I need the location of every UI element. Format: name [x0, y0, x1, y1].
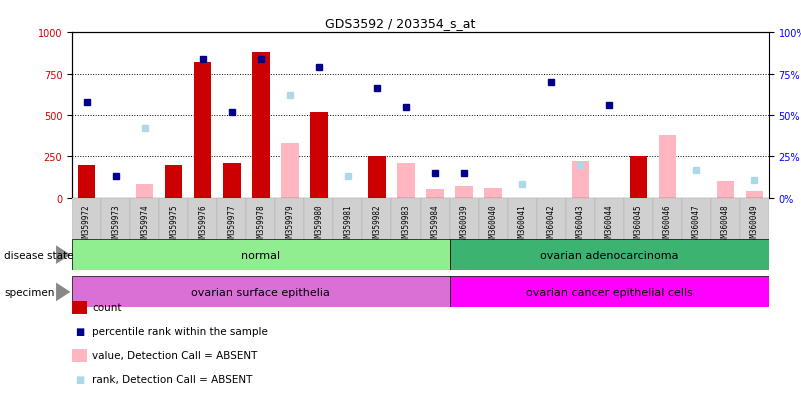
Bar — [682, 198, 711, 268]
Text: disease state: disease state — [4, 250, 74, 260]
Text: GSM359982: GSM359982 — [372, 204, 381, 245]
Bar — [566, 198, 594, 268]
Bar — [485, 188, 501, 198]
Text: GSM359983: GSM359983 — [401, 204, 410, 245]
Text: GSM359976: GSM359976 — [199, 204, 207, 245]
Bar — [740, 198, 769, 268]
Bar — [165, 165, 183, 198]
Bar — [537, 198, 566, 268]
Bar — [624, 198, 653, 268]
Bar — [449, 198, 478, 268]
Bar — [217, 198, 247, 268]
Bar — [571, 162, 589, 198]
Bar — [630, 157, 647, 198]
Text: GSM360047: GSM360047 — [692, 204, 701, 245]
Bar — [223, 164, 240, 198]
Text: GSM359980: GSM359980 — [315, 204, 324, 245]
Bar — [194, 63, 211, 198]
Text: GSM360048: GSM360048 — [721, 204, 730, 245]
Bar — [478, 198, 508, 268]
Polygon shape — [56, 283, 70, 301]
Bar — [276, 198, 304, 268]
Bar — [449, 277, 769, 308]
Text: GSM360041: GSM360041 — [517, 204, 526, 245]
Text: ovarian cancer epithelial cells: ovarian cancer epithelial cells — [525, 287, 693, 297]
Text: GSM360039: GSM360039 — [460, 204, 469, 245]
Bar — [130, 198, 159, 268]
Text: GSM359979: GSM359979 — [285, 204, 294, 245]
Text: specimen: specimen — [4, 287, 54, 297]
Text: ovarian surface epithelia: ovarian surface epithelia — [191, 287, 330, 297]
Bar — [78, 165, 95, 198]
Text: GSM359981: GSM359981 — [344, 204, 352, 245]
Text: GSM359974: GSM359974 — [140, 204, 149, 245]
Bar — [165, 190, 183, 198]
Bar — [455, 187, 473, 198]
Bar — [188, 198, 217, 268]
Bar — [746, 192, 763, 198]
Bar — [362, 198, 392, 268]
Bar — [449, 240, 769, 271]
Bar — [72, 277, 449, 308]
Text: ■: ■ — [74, 327, 84, 337]
Bar — [653, 198, 682, 268]
Bar — [421, 198, 449, 268]
Text: GSM360044: GSM360044 — [605, 204, 614, 245]
Text: normal: normal — [241, 250, 280, 260]
Polygon shape — [56, 246, 70, 264]
Text: count: count — [92, 303, 122, 313]
Bar — [368, 157, 385, 198]
Text: GSM359984: GSM359984 — [431, 204, 440, 245]
Bar — [392, 198, 421, 268]
Text: GSM360045: GSM360045 — [634, 204, 642, 245]
Bar — [247, 198, 276, 268]
Text: GSM360040: GSM360040 — [489, 204, 497, 245]
Bar — [333, 198, 362, 268]
Bar — [426, 190, 444, 198]
Bar — [72, 240, 449, 271]
Text: GSM359972: GSM359972 — [83, 204, 91, 245]
Bar — [397, 164, 415, 198]
Text: ovarian adenocarcinoma: ovarian adenocarcinoma — [540, 250, 678, 260]
Bar — [281, 144, 299, 198]
Text: GSM359975: GSM359975 — [169, 204, 178, 245]
Bar — [304, 198, 333, 268]
Text: rank, Detection Call = ABSENT: rank, Detection Call = ABSENT — [92, 375, 252, 385]
Bar — [508, 198, 537, 268]
Text: value, Detection Call = ABSENT: value, Detection Call = ABSENT — [92, 351, 257, 361]
Bar — [101, 198, 130, 268]
Text: ■: ■ — [74, 375, 84, 385]
Text: GSM359973: GSM359973 — [111, 204, 120, 245]
Bar — [159, 198, 188, 268]
Text: GSM359977: GSM359977 — [227, 204, 236, 245]
Bar — [136, 185, 153, 198]
Bar — [252, 53, 269, 198]
Bar — [710, 198, 740, 268]
Bar — [594, 198, 624, 268]
Bar — [310, 112, 328, 198]
Bar — [72, 198, 101, 268]
Text: GSM360042: GSM360042 — [547, 204, 556, 245]
Text: percentile rank within the sample: percentile rank within the sample — [92, 327, 268, 337]
Text: GDS3592 / 203354_s_at: GDS3592 / 203354_s_at — [325, 17, 476, 29]
Text: GSM360046: GSM360046 — [663, 204, 672, 245]
Bar — [717, 182, 734, 198]
Bar — [658, 135, 676, 198]
Text: GSM359978: GSM359978 — [256, 204, 265, 245]
Text: GSM360049: GSM360049 — [750, 204, 759, 245]
Text: GSM360043: GSM360043 — [576, 204, 585, 245]
